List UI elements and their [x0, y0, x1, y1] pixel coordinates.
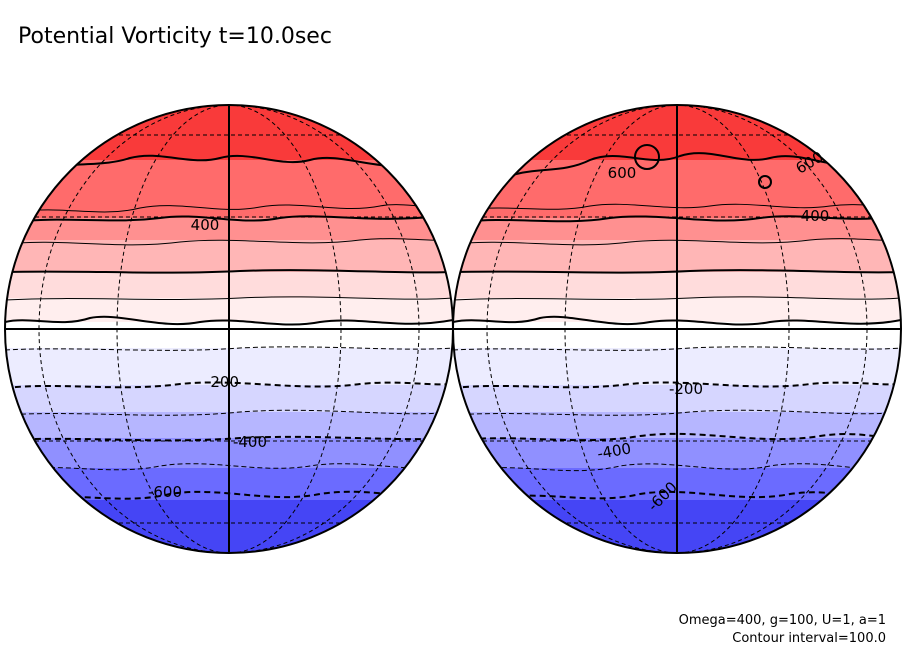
label-neg200: -200: [669, 380, 703, 398]
label-neg400: -400: [596, 439, 633, 463]
label-neg400: -400: [233, 433, 267, 451]
contour-interval-text: Contour interval=100.0: [732, 631, 886, 646]
label-neg600: -600: [148, 483, 182, 501]
left-globe-contours: [5, 154, 453, 501]
label-600-north-a: 600: [608, 164, 637, 182]
page-title: Potential Vorticity t=10.0sec: [18, 24, 332, 49]
label-400-north: 400: [801, 207, 830, 225]
params-text: Omega=400, g=100, U=1, a=1: [678, 613, 886, 628]
label-neg200: -200: [205, 373, 239, 391]
right-globe: 600 600 400 -200 -400 -600: [452, 104, 902, 554]
label-400-north: 400: [191, 216, 220, 234]
right-globe-outline: [452, 104, 902, 554]
footer-info: Omega=400, g=100, U=1, a=1 Contour inter…: [679, 612, 886, 648]
